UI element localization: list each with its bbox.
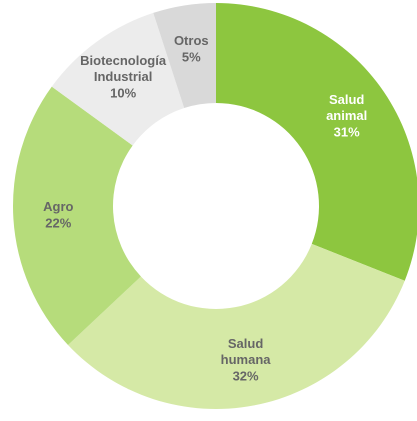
donut-segment [68,243,405,409]
segment-category-label: Salud animal [326,93,367,124]
segment-value-label: 10% [110,86,136,101]
donut-segment [216,3,417,281]
segment-category-label: Biotecnología Industrial [80,54,167,85]
segment-value-label: 5% [182,49,201,64]
segment-category-label: Salud humana [221,337,272,368]
segment-value-label: 31% [334,125,360,140]
donut-segment [12,86,141,345]
donut-segment [153,3,216,109]
donut-segment [51,12,185,146]
segment-value-label: 22% [45,215,71,230]
segment-category-label: Otros [174,33,209,48]
segment-value-label: 32% [233,369,259,384]
segment-category-label: Agro [43,199,73,214]
